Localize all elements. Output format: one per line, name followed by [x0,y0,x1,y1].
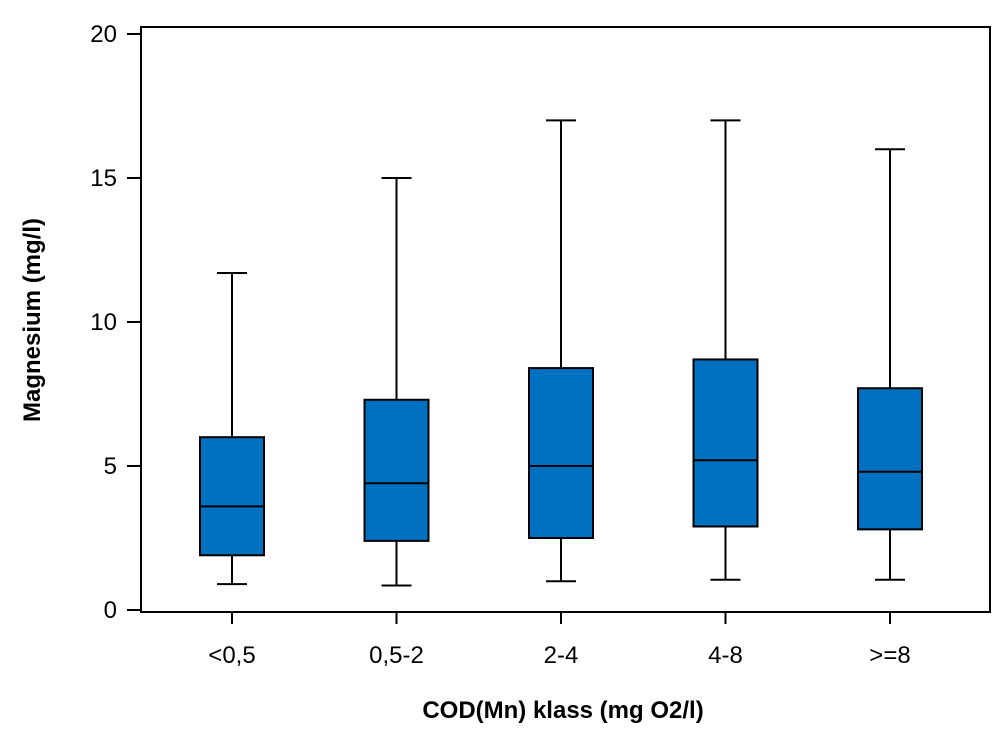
y-tick-label: 10 [90,309,117,336]
boxes-group [199,119,923,587]
x-tick-label: 0,5-2 [369,642,424,669]
box-group [857,148,923,581]
y-axis-title: Magnesium (mg/l) [19,218,46,422]
box-group [199,272,265,586]
x-tick-label: 2-4 [544,642,579,669]
iqr-box [692,358,759,528]
plot-frame [140,26,991,613]
iqr-box [857,387,923,531]
iqr-box [363,398,430,542]
iqr-box [199,436,265,557]
box-group [692,119,759,581]
x-tick-label: 4-8 [708,642,743,669]
box-group [528,119,594,583]
y-tick-label: 0 [104,597,117,624]
y-tick-label: 15 [90,165,117,192]
y-tick-label: 20 [90,21,117,48]
x-axis-title: COD(Mn) klass (mg O2/l) [422,697,703,724]
x-tick-label: >=8 [869,642,910,669]
box-group [363,177,430,587]
y-axis: 0 5 10 15 20 [90,21,141,624]
x-tick-label: <0,5 [208,642,255,669]
y-tick-label: 5 [104,453,117,480]
iqr-box [528,367,594,539]
x-axis: <0,5 0,5-2 2-4 4-8 >=8 [208,612,911,669]
